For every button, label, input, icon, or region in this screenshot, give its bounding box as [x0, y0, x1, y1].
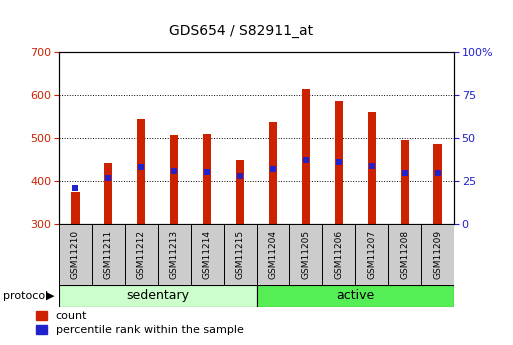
Text: GSM11214: GSM11214 [203, 230, 212, 279]
Bar [158, 224, 191, 285]
Bar [256, 224, 289, 285]
Bar [388, 224, 421, 285]
Text: GSM11209: GSM11209 [433, 230, 442, 279]
Text: GSM11215: GSM11215 [235, 230, 245, 279]
Text: GSM11211: GSM11211 [104, 230, 113, 279]
Bar [368, 112, 376, 224]
Bar [92, 224, 125, 285]
Bar [71, 192, 80, 224]
Text: active: active [336, 289, 374, 302]
Text: GSM11212: GSM11212 [137, 230, 146, 279]
Bar [256, 285, 454, 307]
Bar [401, 140, 409, 224]
Text: GSM11205: GSM11205 [301, 230, 310, 279]
Text: protocol: protocol [3, 291, 48, 301]
Text: GSM11213: GSM11213 [170, 230, 179, 279]
Bar [224, 224, 256, 285]
Text: GDS654 / S82911_at: GDS654 / S82911_at [169, 24, 313, 38]
Bar [269, 122, 277, 224]
Bar [433, 145, 442, 224]
Bar [59, 285, 256, 307]
Bar [203, 134, 211, 224]
Bar [302, 89, 310, 224]
Bar [236, 159, 244, 224]
Text: sedentary: sedentary [126, 289, 189, 302]
Bar [355, 224, 388, 285]
Text: GSM11208: GSM11208 [400, 230, 409, 279]
Bar [322, 224, 355, 285]
Text: GSM11210: GSM11210 [71, 230, 80, 279]
Bar [59, 224, 92, 285]
Bar [125, 224, 158, 285]
Bar [421, 224, 454, 285]
Bar [104, 162, 112, 224]
Bar [170, 135, 179, 224]
Bar [137, 119, 145, 224]
Legend: count, percentile rank within the sample: count, percentile rank within the sample [31, 306, 248, 339]
Bar [191, 224, 224, 285]
Text: GSM11206: GSM11206 [334, 230, 343, 279]
Text: GSM11207: GSM11207 [367, 230, 376, 279]
Bar [289, 224, 322, 285]
Bar [334, 101, 343, 224]
Text: ▶: ▶ [46, 291, 54, 301]
Text: GSM11204: GSM11204 [268, 230, 278, 279]
